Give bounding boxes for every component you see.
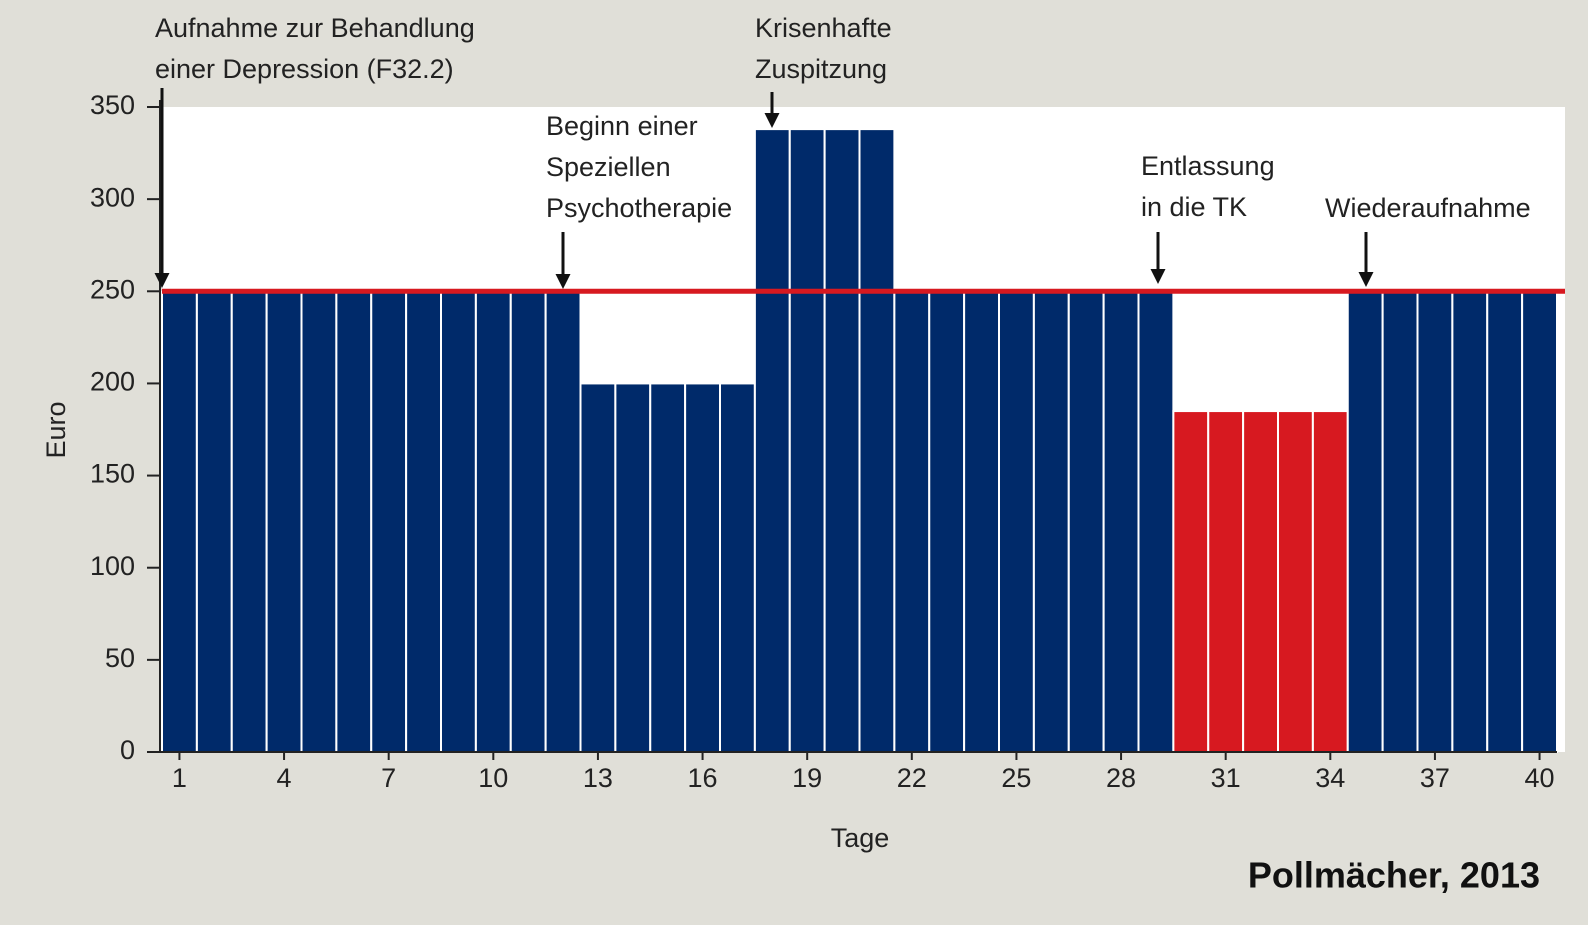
bar xyxy=(719,382,756,753)
x-tick-label: 4 xyxy=(277,763,292,793)
bar xyxy=(1137,290,1175,753)
bar xyxy=(998,290,1035,753)
source: Pollmächer, 2013 xyxy=(1248,855,1540,896)
bar xyxy=(195,290,233,753)
bar xyxy=(230,290,268,753)
bar xyxy=(893,290,931,753)
annotation: Speziellen xyxy=(546,152,671,182)
y-tick-label: 50 xyxy=(105,643,135,673)
x-tick-label: 1 xyxy=(172,763,187,793)
bar xyxy=(1451,290,1489,753)
x-tick-label: 19 xyxy=(792,763,822,793)
x-tick-label: 31 xyxy=(1211,763,1241,793)
y-tick-label: 150 xyxy=(90,459,135,489)
bar xyxy=(614,382,652,753)
y-tick-label: 350 xyxy=(90,90,135,120)
bar xyxy=(649,382,687,753)
x-tick-label: 7 xyxy=(381,763,396,793)
bar xyxy=(1486,290,1524,753)
bar xyxy=(440,290,477,753)
bar xyxy=(161,290,198,753)
bar xyxy=(788,128,826,754)
y-tick-label: 100 xyxy=(90,551,135,581)
y-axis-label: Euro xyxy=(41,401,71,458)
bar xyxy=(684,382,721,753)
x-tick-label: 40 xyxy=(1525,763,1555,793)
annotation: Beginn einer xyxy=(546,111,698,141)
y-tick-label: 300 xyxy=(90,182,135,212)
bar xyxy=(579,382,617,753)
annotation: Krisenhafte xyxy=(755,13,892,43)
bar xyxy=(1416,290,1454,753)
y-tick-label: 0 xyxy=(120,735,135,765)
x-tick-label: 13 xyxy=(583,763,613,793)
bar xyxy=(963,290,1000,753)
bar xyxy=(544,290,582,753)
annotation: Aufnahme zur Behandlung xyxy=(155,13,475,43)
annotation: einer Depression (F32.2) xyxy=(155,54,454,84)
bar xyxy=(370,290,408,753)
x-tick-label: 22 xyxy=(897,763,927,793)
x-tick-label: 16 xyxy=(688,763,718,793)
annotation: Psychotherapie xyxy=(546,193,732,223)
bar xyxy=(1242,410,1279,753)
x-tick-label: 25 xyxy=(1001,763,1031,793)
bar xyxy=(509,290,547,753)
x-tick-label: 37 xyxy=(1420,763,1450,793)
bar xyxy=(1032,290,1070,753)
annotation: Zuspitzung xyxy=(755,54,887,84)
x-tick-label: 10 xyxy=(478,763,508,793)
annotation: in die TK xyxy=(1141,192,1247,222)
bar xyxy=(1207,410,1245,753)
bar xyxy=(823,128,861,754)
bar xyxy=(928,290,966,753)
bar xyxy=(1311,410,1349,753)
bar xyxy=(1277,410,1314,753)
annotation: Wiederaufnahme xyxy=(1325,193,1531,223)
annotation: Entlassung xyxy=(1141,151,1275,181)
x-tick-label: 28 xyxy=(1106,763,1136,793)
bar xyxy=(1102,290,1140,753)
bar xyxy=(1521,290,1558,753)
x-tick-label: 34 xyxy=(1315,763,1345,793)
bar xyxy=(1067,290,1105,753)
y-tick-label: 200 xyxy=(90,367,135,397)
bar xyxy=(405,290,442,753)
bar xyxy=(474,290,512,753)
x-axis-label: Tage xyxy=(831,823,890,853)
bar xyxy=(1346,290,1384,753)
bar xyxy=(300,290,338,753)
bar xyxy=(265,290,303,753)
bar xyxy=(858,128,896,754)
y-tick-label: 250 xyxy=(90,274,135,304)
bar xyxy=(753,128,791,754)
bar xyxy=(1172,410,1210,753)
bar xyxy=(1381,290,1419,753)
bar xyxy=(335,290,373,753)
